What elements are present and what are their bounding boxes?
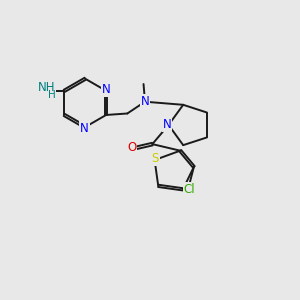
Text: N: N	[80, 122, 89, 135]
Text: O: O	[127, 141, 136, 154]
Text: NH: NH	[38, 81, 56, 94]
Text: Cl: Cl	[184, 183, 195, 196]
Text: N: N	[141, 95, 149, 108]
Text: N: N	[163, 118, 172, 131]
Text: S: S	[152, 152, 159, 165]
Text: H: H	[48, 90, 56, 100]
Text: N: N	[102, 83, 111, 96]
